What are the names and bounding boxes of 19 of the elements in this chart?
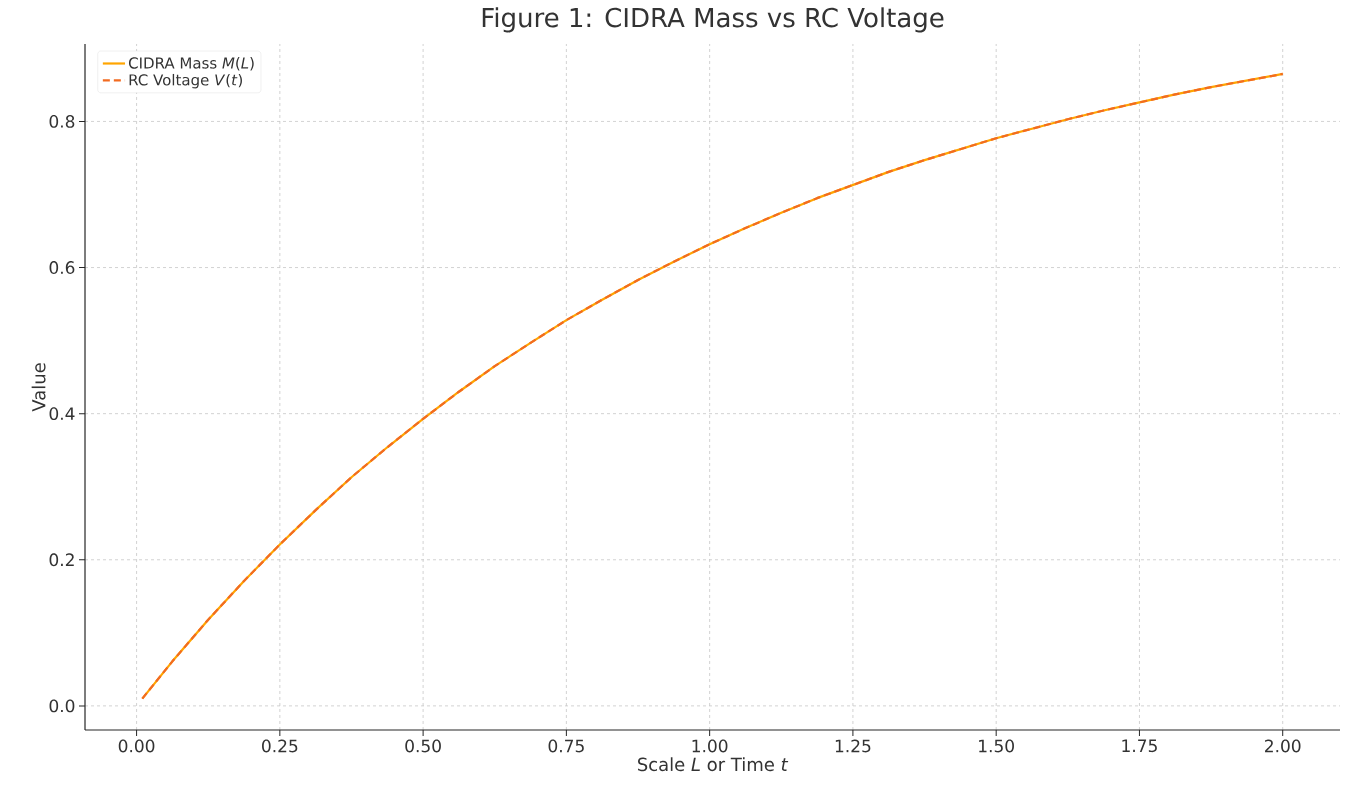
y-axis-title: Value bbox=[31, 363, 46, 412]
y-tick-label: 0.4 bbox=[49, 407, 75, 421]
x-tick-label: 2.00 bbox=[1265, 739, 1301, 753]
x-tick-label: 0.75 bbox=[548, 739, 584, 753]
x-axis-title: Scale L or Time t bbox=[637, 757, 789, 772]
x-tick-label: 1.75 bbox=[1122, 739, 1157, 753]
y-tick-label: 0.8 bbox=[49, 115, 75, 128]
x-tick-label: 1.00 bbox=[692, 739, 728, 753]
y-tick-label: 0.2 bbox=[49, 553, 74, 567]
y-tick-label: 0.0 bbox=[49, 699, 75, 713]
x-tick-label: 0.50 bbox=[405, 739, 441, 753]
chart-title: Figure 1: CIDRA Mass vs RC Voltage bbox=[482, 7, 944, 33]
x-tick-label: 0.25 bbox=[262, 739, 298, 753]
x-tick-label: 1.50 bbox=[979, 739, 1014, 753]
y-tick-label: 0.6 bbox=[49, 261, 75, 274]
legend-label: RC Voltage V(t) bbox=[129, 73, 242, 89]
x-tick-label: 0.00 bbox=[118, 739, 155, 753]
x-tick-label: 1.25 bbox=[835, 739, 871, 753]
legend-label: CIDRA Mass M(L) bbox=[128, 57, 254, 71]
